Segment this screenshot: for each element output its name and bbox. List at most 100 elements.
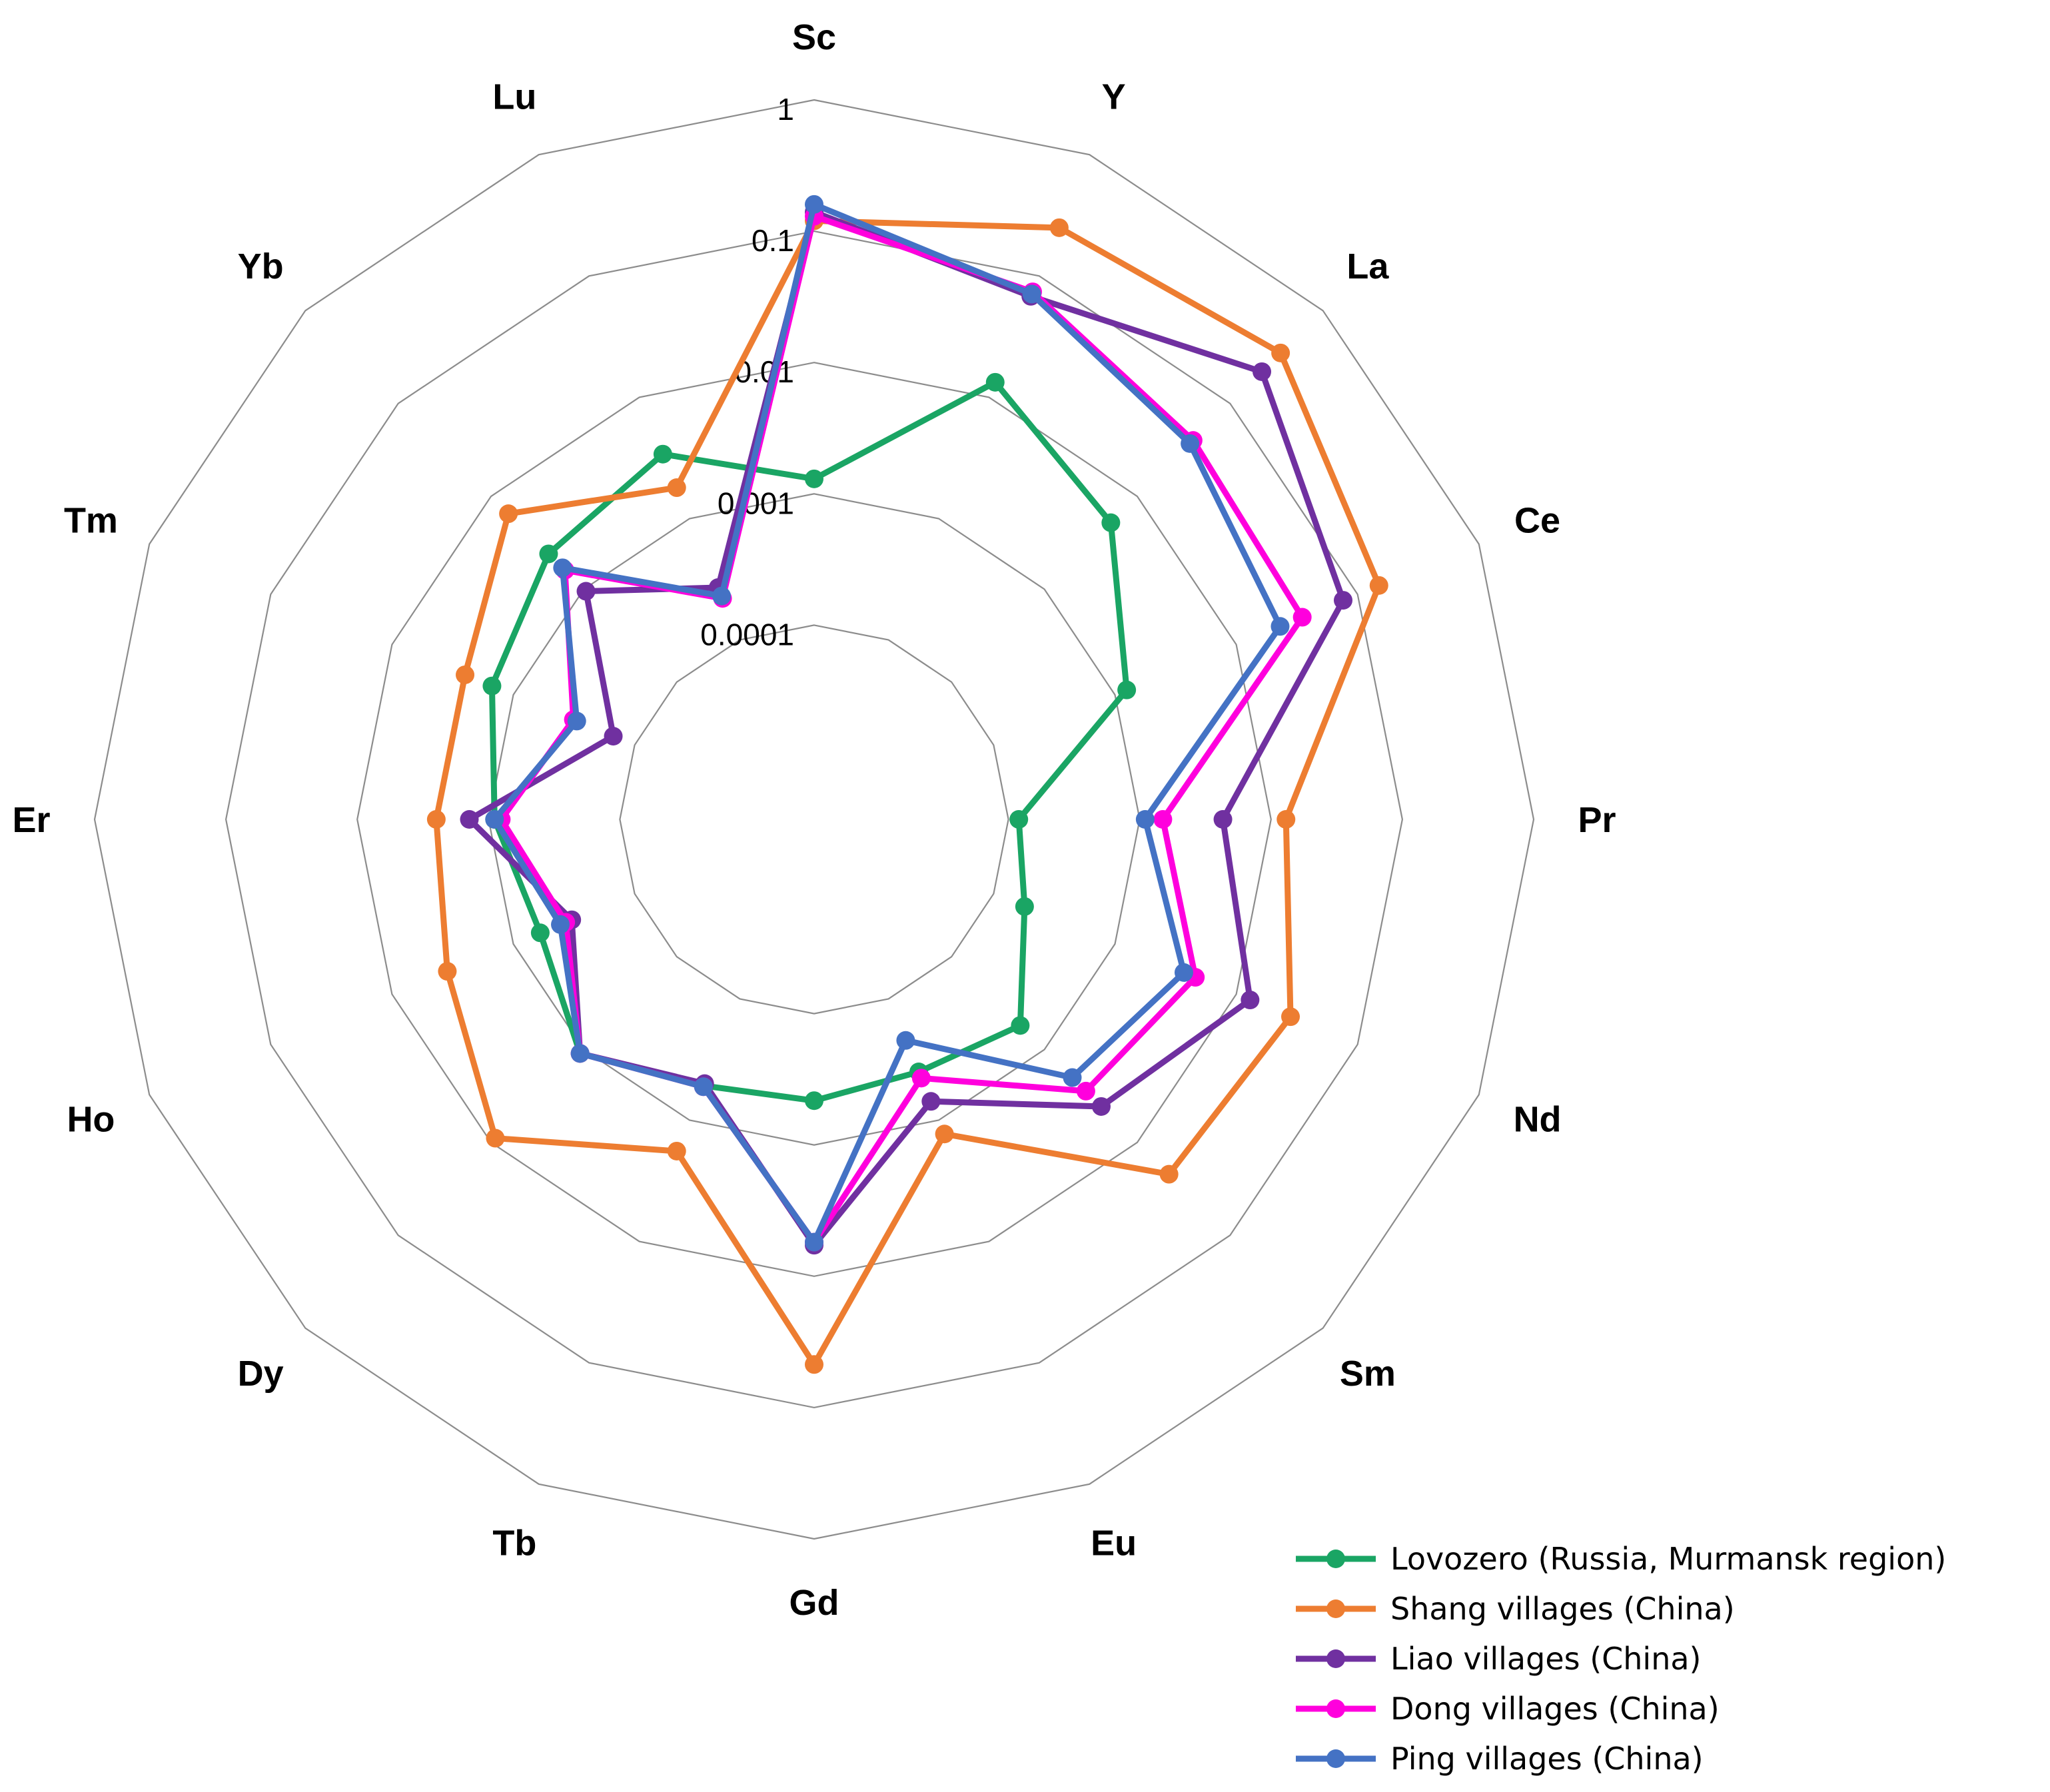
legend-label: Liao villages (China) (1390, 1641, 1702, 1677)
data-point (553, 558, 572, 578)
data-point (694, 1077, 713, 1097)
data-point (1271, 617, 1290, 636)
data-point (1049, 218, 1069, 237)
grid-ring (619, 624, 1009, 1015)
data-point (921, 1092, 941, 1111)
data-point (1174, 963, 1193, 982)
data-point (486, 1128, 505, 1148)
legend-label: Shang villages (China) (1390, 1591, 1735, 1627)
data-point (1159, 1164, 1179, 1184)
data-point (570, 1044, 590, 1063)
category-label: Y (1102, 77, 1126, 117)
data-point (1333, 591, 1352, 610)
legend-marker (1326, 1699, 1345, 1718)
legend-marker (1326, 1599, 1345, 1618)
data-point (1277, 810, 1296, 829)
category-label: Lu (492, 77, 536, 117)
tick-label: 0.0001 (700, 617, 794, 652)
category-label: Er (12, 800, 50, 840)
data-point (426, 810, 446, 829)
data-point (438, 962, 457, 981)
data-point (1153, 810, 1173, 829)
grid-ring (93, 99, 1535, 1540)
data-point (539, 544, 558, 564)
data-point (604, 727, 623, 746)
data-point (896, 1031, 915, 1050)
data-point (1011, 1016, 1030, 1035)
category-label: Pr (1578, 800, 1616, 840)
tick-label: 0.001 (718, 486, 794, 520)
series-line (498, 213, 1306, 1246)
data-point (911, 1069, 931, 1088)
data-point (805, 1232, 823, 1252)
series-group (426, 211, 1388, 1374)
data-point (1063, 1068, 1082, 1087)
data-point (1241, 991, 1260, 1010)
tick-label: 1 (777, 92, 794, 127)
category-label: Tm (64, 500, 118, 540)
data-point (1281, 1007, 1300, 1027)
data-point (1213, 810, 1233, 829)
data-point (485, 810, 504, 829)
category-label: Tb (492, 1524, 536, 1564)
data-point (1015, 897, 1034, 916)
data-point (482, 676, 502, 695)
legend-marker (1326, 1749, 1345, 1768)
legend-label: Ping villages (China) (1390, 1741, 1704, 1777)
category-label: Eu (1091, 1524, 1137, 1564)
data-point (1135, 810, 1155, 829)
data-point (1369, 576, 1388, 595)
data-point (1091, 1097, 1111, 1116)
data-point (805, 1355, 823, 1374)
category-label: Ce (1514, 500, 1560, 540)
data-point (1076, 1081, 1095, 1101)
data-point (1292, 608, 1312, 627)
category-label: Sc (792, 17, 836, 57)
radar-grid (93, 99, 1535, 1540)
data-point (805, 195, 823, 214)
data-point (1181, 434, 1200, 453)
series-line (488, 379, 1130, 1104)
data-point (667, 1141, 686, 1160)
data-point (667, 478, 686, 498)
data-point (456, 665, 475, 684)
legend-marker (1326, 1550, 1345, 1568)
data-point (460, 810, 479, 829)
legend-label: Lovozero (Russia, Murmansk region) (1390, 1541, 1946, 1577)
data-point (653, 444, 672, 464)
tick-label: 0.1 (752, 223, 794, 258)
data-point (805, 1091, 823, 1111)
legend-marker (1326, 1649, 1345, 1668)
data-point (712, 586, 732, 606)
data-point (567, 711, 586, 731)
data-series (426, 195, 1388, 1374)
category-label: Sm (1340, 1354, 1396, 1394)
category-axis-labels: Sc Y La Ce Pr Nd Sm Eu Gd Tb Dy Ho Er Tm Yb Lu (12, 17, 1616, 1623)
data-point (499, 504, 518, 524)
data-point (1101, 513, 1121, 532)
data-point (1253, 362, 1272, 381)
category-label: Dy (238, 1354, 284, 1394)
category-label: La (1346, 246, 1389, 286)
grid-ring (488, 493, 1141, 1146)
data-point (805, 469, 823, 488)
data-point (985, 372, 1005, 392)
series-group (485, 195, 1290, 1252)
category-label: Nd (1514, 1100, 1562, 1140)
data-point (935, 1124, 954, 1144)
data-point (551, 915, 570, 934)
grid-ring (225, 230, 1404, 1409)
data-point (1117, 680, 1137, 699)
category-label: Gd (789, 1583, 839, 1623)
legend-label: Dong villages (China) (1390, 1691, 1720, 1727)
category-label: Yb (238, 246, 284, 286)
data-point (530, 923, 550, 943)
data-point (1022, 284, 1041, 304)
data-point (1009, 810, 1029, 829)
grid-ring (356, 362, 1272, 1277)
data-point (1271, 343, 1290, 362)
legend: Lovozero (Russia, Murmansk region) Shang … (1296, 1541, 1946, 1777)
category-label: Ho (67, 1100, 115, 1140)
